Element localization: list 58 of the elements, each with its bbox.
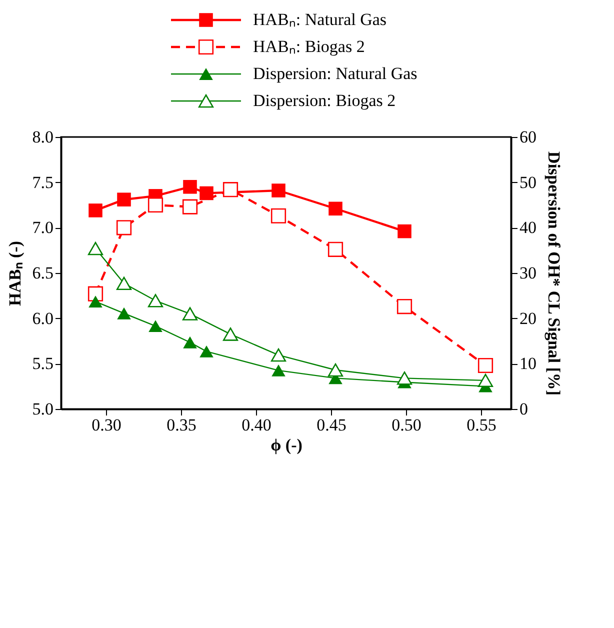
y2-tick-label: 0 [520,400,528,418]
x-tick-label: 0.45 [316,416,346,434]
point [148,294,164,308]
point [88,204,102,218]
point [116,220,132,236]
y-axis-title: HABₙ (-) [5,240,24,306]
point [478,358,494,374]
point [398,224,412,238]
point [478,374,494,388]
x-tick-label: 0.40 [242,416,272,434]
point [200,186,214,200]
y-tick-label: 6.0 [32,308,54,328]
legend-label: Dispersion: Natural Gas [253,64,418,83]
point [200,345,214,358]
point [328,242,344,257]
y2-tick-label: 50 [520,172,536,192]
point [182,199,198,214]
point [222,328,238,341]
point [148,320,162,332]
x-tick-label: 0.50 [392,416,422,434]
x-tick-label: 0.30 [92,416,122,434]
point [88,286,104,302]
y2-tick-label: 10 [520,354,536,374]
point [183,336,197,348]
y-tick-label: 7.5 [32,172,54,192]
point [396,299,412,314]
y-tick-label: 8.0 [32,128,54,146]
point [88,296,102,308]
x-tick-label: 0.55 [466,416,496,434]
point [117,192,131,206]
y2-tick-label: 60 [520,128,536,146]
y-tick-label: 5.0 [32,400,54,418]
y2-tick-label: 30 [520,264,536,282]
point [148,197,164,213]
point [222,182,238,198]
legend-label: Dispersion: Biogas 2 [253,91,396,110]
x-tick-label: 0.35 [166,416,196,434]
point [117,307,131,320]
point [88,242,104,256]
y2-axis-title: Dispersion of OH* CL Signal [%] [544,151,564,396]
x-axis-title: ϕ (-) [270,436,302,454]
point [272,184,286,198]
legend-label: HABₙ: Biogas 2 [253,37,365,56]
point [328,363,344,377]
point [116,276,132,290]
point [183,180,197,194]
point [182,307,198,320]
y2-tick-label: 40 [520,218,536,238]
y2-tick-label: 20 [520,308,536,328]
point [272,364,286,376]
point [270,208,286,224]
point [328,202,342,216]
point [396,372,412,385]
point [270,348,286,362]
y-tick-label: 6.5 [32,264,54,282]
legend-label: HABₙ: Natural Gas [253,10,387,29]
y-tick-label: 7.0 [32,218,54,238]
y-tick-label: 5.5 [32,354,54,374]
